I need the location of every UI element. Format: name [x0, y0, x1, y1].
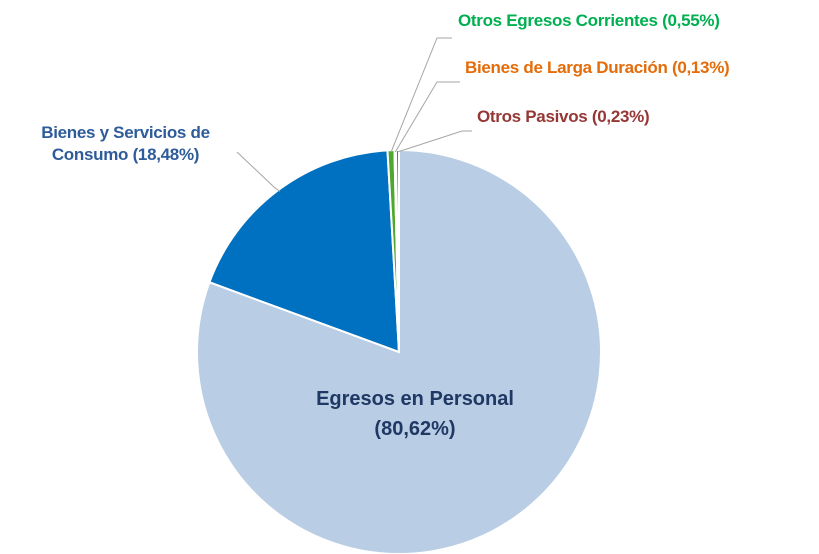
category-label: Bienes de Larga Duración: [465, 58, 668, 77]
leader-line: [397, 130, 472, 153]
leader-line: [390, 37, 452, 153]
value-label: (18,48%): [132, 145, 200, 164]
category-label: Otros Egresos Corrientes: [458, 11, 658, 30]
slice-label: Otros Egresos Corrientes (0,55%): [458, 10, 720, 32]
pie-slice: [208, 149, 401, 354]
value-label: (0,23%): [591, 107, 650, 126]
category-label: Otros Pasivos: [477, 107, 588, 126]
slice-label: Otros Pasivos (0,23%): [477, 106, 650, 128]
value-label: (0,55%): [662, 11, 720, 30]
category-label: Egresos en Personal: [316, 388, 514, 410]
category-label: Bienes y Servicios de Consumo: [41, 123, 210, 164]
leader-line: [394, 81, 460, 153]
slice-label: Bienes de Larga Duración (0,13%): [465, 57, 730, 79]
slice-label: Egresos en Personal (80,62%): [265, 384, 565, 444]
slice-label: Bienes y Servicios de Consumo (18,48%): [8, 122, 243, 166]
value-label: (80,62%): [374, 418, 456, 440]
leader-line: [236, 151, 281, 192]
value-label: (0,13%): [671, 58, 730, 77]
